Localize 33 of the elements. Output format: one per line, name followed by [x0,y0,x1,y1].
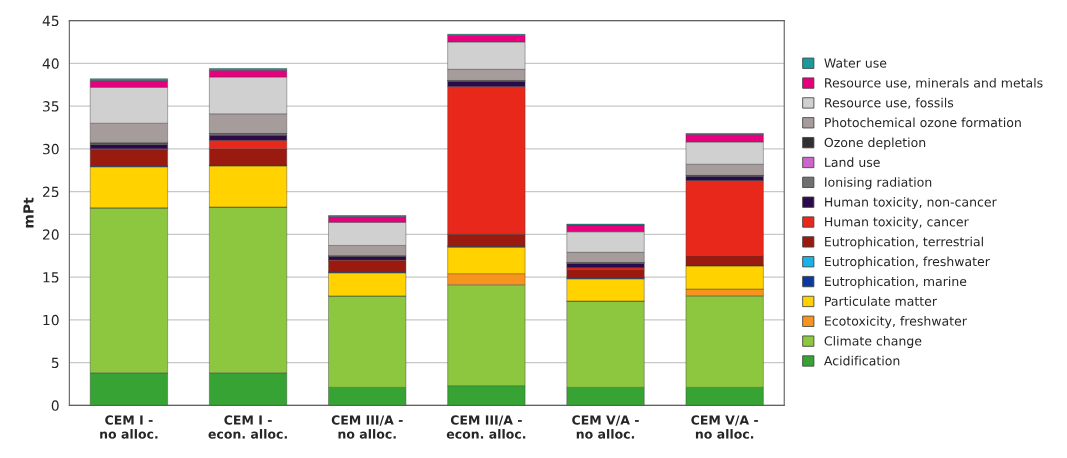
legend-label: Ionising radiation [825,177,932,190]
y-tick-label: 35 [43,101,59,112]
y-tick-label: 30 [43,143,59,155]
legend-label: Photochemical ozone formation [825,117,1021,128]
legend-label: Ecotoxicity, freshwater [825,316,967,329]
y-tick-label: 5 [51,357,59,369]
y-tick-label: 20 [42,229,59,240]
legend-label: Land use [825,157,880,167]
legend-label: Resource use, fossils [825,97,954,109]
x-tick-label: CEM I - econ. alloc. [208,415,287,439]
y-tick-label: 40 [42,58,59,69]
legend-label: Climate change [824,335,922,349]
legend-label: Human toxicity, non-cancer [825,197,997,210]
x-tick-label: CEM III/A - econ. alloc. [446,415,526,439]
y-axis-title: mPt [23,197,34,228]
y-tick-label: 25 [42,186,59,198]
legend-label: Water use [824,58,887,68]
legend-label: Eutrophication, marine [825,276,967,289]
legend-label: Human toxicity, cancer [825,216,969,229]
y-tick-label: 15 [43,272,59,283]
x-tick-label: CEM III/A - no alloc. [331,415,403,439]
y-tick-label: 10 [43,314,59,326]
y-tick-label: 0 [51,400,59,411]
x-tick-label: CEM V/A - no alloc. [572,415,639,439]
legend-label: Acidification [823,355,900,366]
legend-label: Eutrophication, terrestrial [825,236,983,249]
legend-label: Ozone depletion [824,137,926,150]
y-tick-label: 45 [42,15,59,27]
legend-label: Particulate matter [825,296,937,306]
x-tick-label: CEM V/A - no alloc. [691,415,758,439]
x-tick-label: CEM I - no alloc. [100,415,158,439]
legend-label: Eutrophication, freshwater [825,256,990,269]
legend-label: Resource use, minerals and metals [825,77,1043,89]
